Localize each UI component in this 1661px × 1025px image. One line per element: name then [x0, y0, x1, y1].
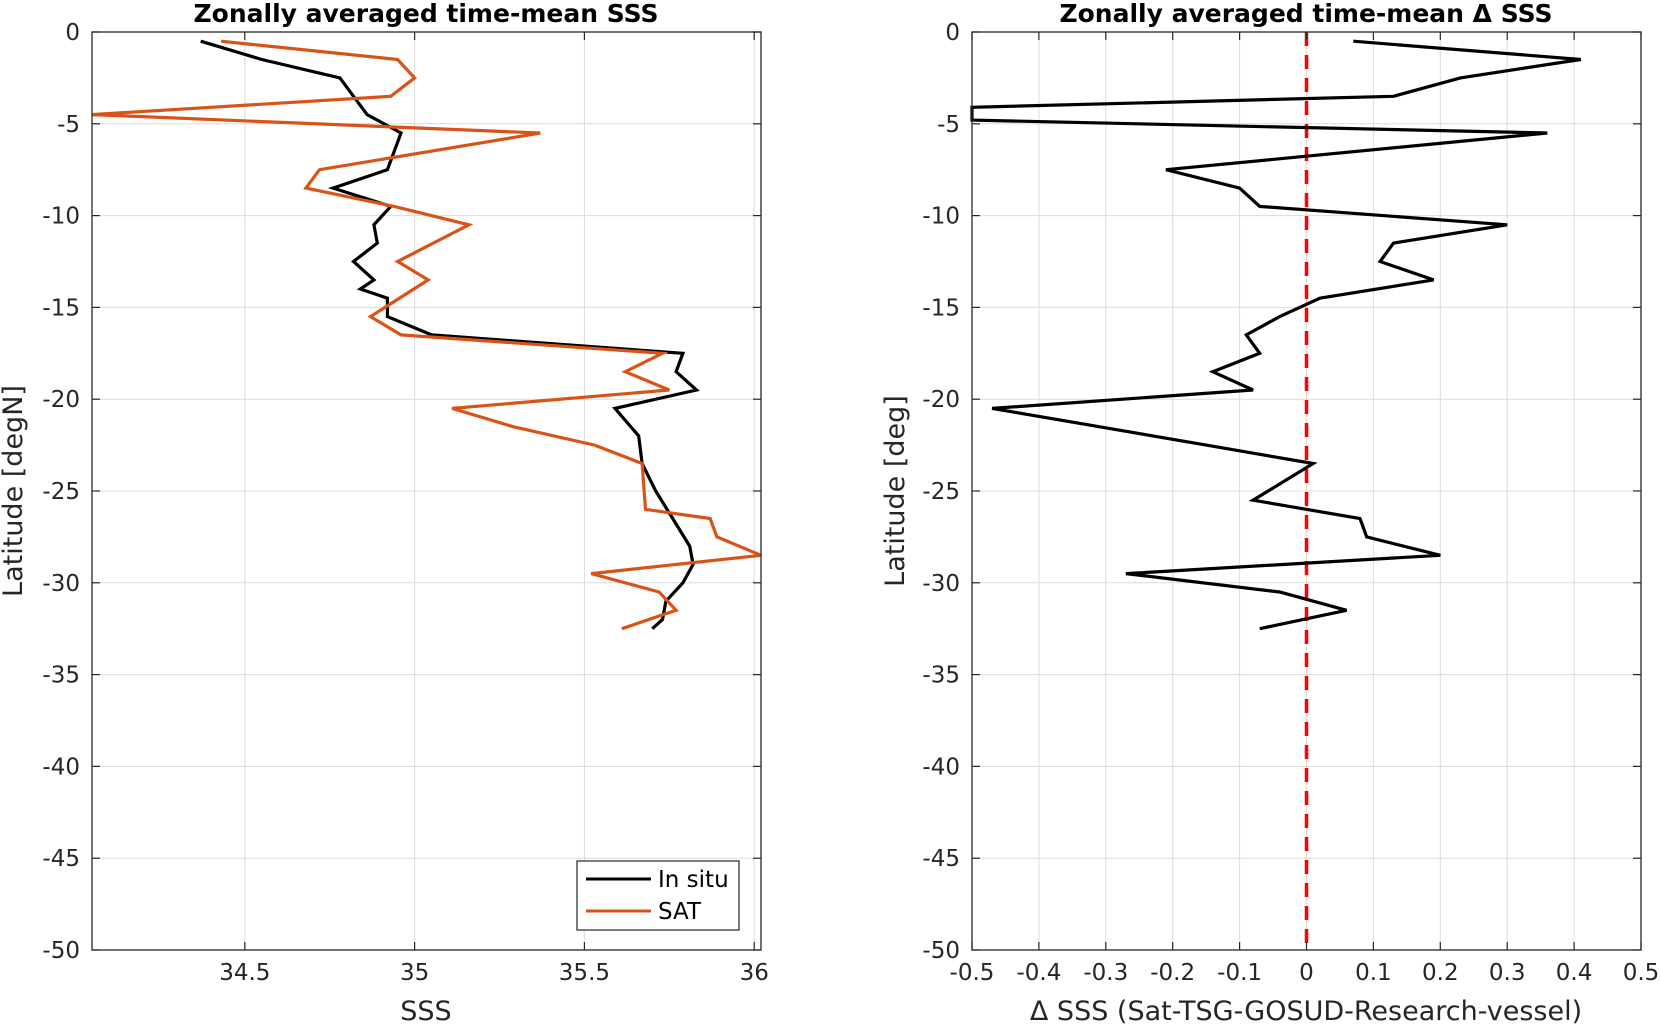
left-series: [91, 39, 762, 631]
left-series-sat: [91, 39, 762, 631]
right-y-tick-label: 0: [945, 20, 960, 46]
left-y-tick-label: -25: [42, 479, 80, 505]
right-series-series-0: [970, 39, 1582, 631]
right-y-tick-label: -5: [937, 112, 960, 138]
right-y-tick-label: -15: [922, 295, 960, 321]
legend: In situ SAT: [576, 860, 740, 931]
right-y-tick-label: -50: [922, 938, 960, 964]
right-x-tick-label: -0.2: [1150, 960, 1195, 986]
left-axes: 34.5 35 35.5 36 0 -5 -10 -15 -20 -25 -30 -35 -40 -45 -…: [0, 0, 769, 1025]
left-y-tick-label: -35: [42, 663, 80, 689]
right-y-tick-label: -40: [922, 754, 960, 780]
left-y-tick-label: -20: [42, 387, 80, 413]
left-y-tick-label: -30: [42, 571, 80, 597]
left-y-tick-label: 0: [65, 20, 80, 46]
right-chart-title: Zonally averaged time-mean Δ SSS: [1060, 0, 1553, 28]
left-y-tick-label: -50: [42, 938, 80, 964]
left-x-tick-label: 34.5: [219, 960, 270, 986]
right-x-tick-label: 0.1: [1355, 960, 1392, 986]
legend-label-sat: SAT: [658, 899, 702, 925]
left-y-tick-label: -45: [42, 846, 80, 872]
right-y-tick-label: -45: [922, 846, 960, 872]
left-y-tick-label: -40: [42, 754, 80, 780]
left-x-tick-label: 35.5: [559, 960, 610, 986]
left-y-tick-label: -10: [42, 204, 80, 230]
left-ticks: 34.5 35 35.5 36 0 -5 -10 -15 -20 -25 -30 -35 -40 -45 -…: [42, 20, 768, 986]
right-y-axis-label: Latitude [deg]: [880, 395, 911, 587]
right-ticks: -0.5 -0.4 -0.3 -0.2 -0.1 0 0.1 0.2 0.3 0.4 0.5 0 -5 -…: [922, 20, 1659, 986]
right-x-tick-label: 0.5: [1623, 960, 1660, 986]
right-series: [970, 32, 1582, 950]
right-x-tick-label: 0.4: [1556, 960, 1593, 986]
right-x-tick-label: -0.1: [1217, 960, 1262, 986]
legend-label-in-situ: In situ: [658, 867, 729, 893]
left-y-tick-label: -5: [57, 112, 80, 138]
right-y-tick-label: -30: [922, 571, 960, 597]
left-x-tick-label: 35: [400, 960, 429, 986]
right-x-tick-label: 0.3: [1489, 960, 1526, 986]
right-x-axis-label: Δ SSS (Sat-TSG-GOSUD-Research-vessel): [1030, 996, 1582, 1025]
left-y-tick-label: -15: [42, 295, 80, 321]
left-chart-title: Zonally averaged time-mean SSS: [194, 0, 659, 28]
right-y-tick-label: -35: [922, 663, 960, 689]
right-axes: -0.5 -0.4 -0.3 -0.2 -0.1 0 0.1 0.2 0.3 0.4 0.5 0 -5 -…: [880, 0, 1659, 1025]
right-x-tick-label: -0.4: [1016, 960, 1061, 986]
right-x-tick-label: 0.2: [1422, 960, 1459, 986]
right-y-tick-label: -20: [922, 387, 960, 413]
right-x-tick-label: 0: [1299, 960, 1314, 986]
left-series-in-situ: [200, 39, 700, 630]
right-y-tick-label: -25: [922, 479, 960, 505]
right-y-tick-label: -10: [922, 204, 960, 230]
left-x-tick-label: 36: [740, 960, 769, 986]
left-x-axis-label: SSS: [400, 996, 451, 1025]
right-x-tick-label: -0.5: [950, 960, 995, 986]
legend-box: [576, 860, 740, 931]
left-y-axis-label: Latitude [degN]: [0, 385, 29, 597]
right-x-tick-label: -0.3: [1083, 960, 1128, 986]
